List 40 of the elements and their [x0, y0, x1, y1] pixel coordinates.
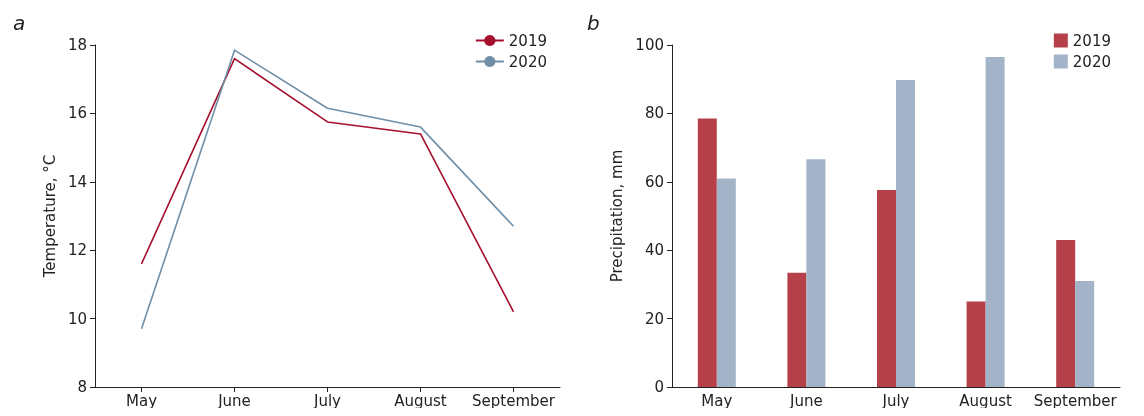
chart-title: a — [13, 11, 26, 35]
bar — [966, 301, 986, 387]
chart-title: b — [587, 11, 600, 35]
y-tick-label: 20 — [644, 309, 664, 328]
bar — [806, 159, 826, 387]
x-tick-label: September — [472, 391, 556, 410]
y-tick-label: 80 — [644, 104, 664, 123]
y-tick-label: 8 — [77, 378, 87, 396]
legend-label: 2020 — [508, 52, 548, 71]
legend-label: 2019 — [508, 31, 548, 50]
y-tick-label: 10 — [67, 309, 87, 328]
y-tick-label: 18 — [67, 36, 87, 54]
bar — [877, 190, 896, 387]
y-tick-label: 0 — [654, 378, 664, 396]
x-tick-label: June — [217, 391, 251, 410]
x-tick-label: July — [881, 391, 910, 410]
y-axis-title: Precipitation, mm — [607, 149, 626, 283]
x-tick-label: August — [959, 391, 1012, 410]
y-tick-label: 40 — [644, 241, 664, 260]
x-tick-label: September — [1033, 391, 1118, 410]
bar — [1056, 239, 1076, 387]
x-tick-label: August — [394, 391, 447, 410]
bar — [787, 272, 807, 387]
bar — [896, 79, 915, 387]
y-tick-label: 60 — [644, 172, 664, 191]
y-tick-label: 14 — [67, 172, 87, 191]
bar — [716, 178, 736, 387]
bar — [1075, 280, 1095, 387]
legend-label: 2019 — [1072, 31, 1112, 50]
x-tick-label: May — [125, 391, 158, 410]
y-tick-label: 12 — [67, 241, 87, 260]
y-tick-label: 16 — [67, 104, 87, 123]
x-tick-label: May — [701, 391, 733, 410]
bar — [697, 118, 717, 387]
bar — [985, 56, 1005, 387]
x-tick-label: June — [789, 391, 823, 410]
y-axis-title: Temperature, °C — [40, 154, 59, 279]
legend-label: 2020 — [1072, 52, 1112, 71]
y-tick-label: 100 — [635, 36, 664, 54]
x-tick-label: July — [313, 391, 342, 410]
